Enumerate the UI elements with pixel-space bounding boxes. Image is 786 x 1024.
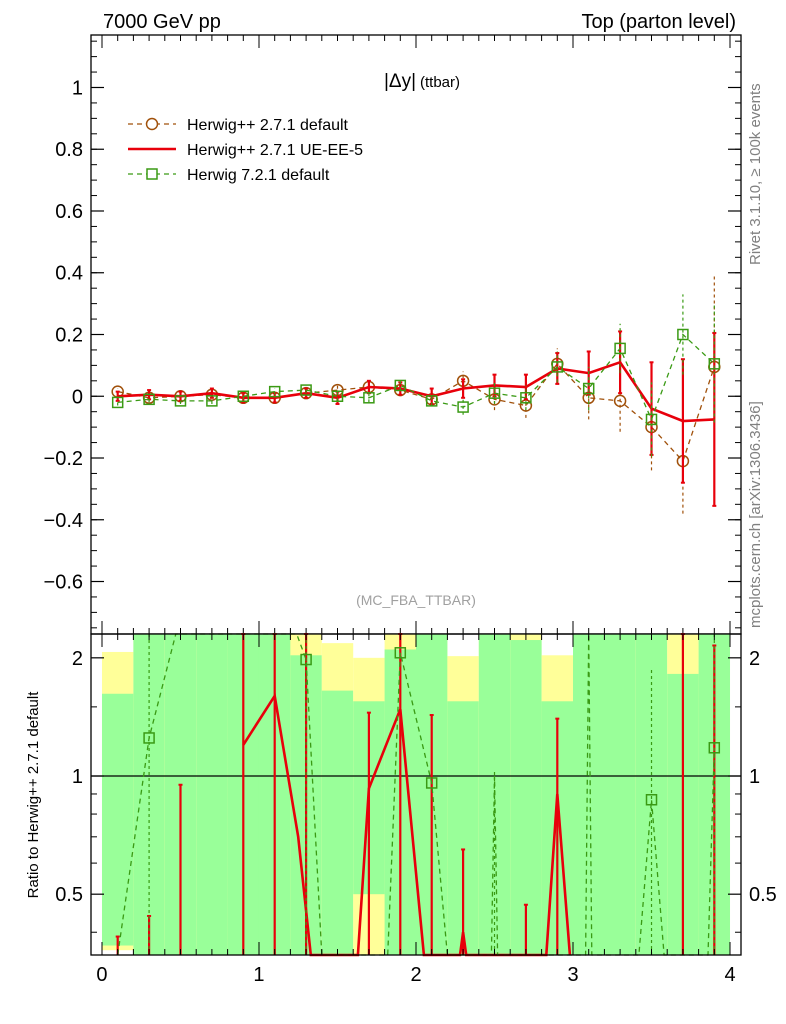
process-label: Top (parton level) [581, 11, 736, 33]
data-point [708, 358, 721, 370]
data-point [111, 396, 124, 409]
main-axis-ticks: −0.6 −0.4 −0.2 0 0.2 0.4 0.6 0.8 1 [44, 35, 741, 634]
data-point [613, 394, 627, 408]
data-point [488, 387, 501, 399]
mcplots-reference-label: mcplots.cern.ch [arXiv:1306.3436] [747, 401, 764, 628]
data-point [582, 382, 595, 395]
data-point [394, 379, 407, 392]
observable-title: |Δy| [384, 71, 416, 92]
data-point [520, 392, 532, 404]
y-tick-label: 0.2 [55, 325, 83, 347]
ratio-y-tick-label-right: 0.5 [749, 884, 777, 906]
legend-label: Herwig++ 2.7.1 default [187, 117, 349, 134]
main-series-group [111, 274, 721, 514]
analysis-label: (MC_FBA_TTBAR) [356, 592, 476, 608]
y-tick-label: 0.4 [55, 263, 83, 285]
ratio-y-tick-label: 1 [72, 766, 83, 788]
data-point [425, 395, 438, 407]
series-line [117, 360, 715, 423]
ratio-point [300, 653, 312, 666]
ratio-axis-ticks: 0.5 0.5 1 1 2 2 0 1 2 3 4 [55, 634, 777, 986]
x-tick-label: 0 [96, 964, 107, 986]
data-point [268, 385, 281, 398]
legend-marker [145, 117, 159, 131]
ratio-y-axis-label: Ratio to Herwig++ 2.7.1 default [25, 691, 42, 899]
legend-label: Herwig 7.2.1 default [187, 167, 330, 184]
data-point [300, 384, 312, 396]
rivet-version-label: Rivet 3.1.10, ≥ 100k events [747, 83, 764, 265]
one-sigma-band [510, 640, 542, 955]
legend: Herwig++ 2.7.1 default Herwig++ 2.7.1 UE-… [128, 117, 363, 184]
x-tick-label: 3 [567, 964, 578, 986]
energy-label: 7000 GeV pp [103, 11, 221, 33]
y-tick-label: −0.6 [44, 572, 83, 594]
data-point [143, 393, 155, 406]
ratio-point [645, 794, 658, 806]
x-tick-label: 4 [724, 964, 735, 986]
one-sigma-band [133, 634, 165, 955]
ratio-point [425, 777, 438, 789]
data-point [237, 390, 250, 403]
series-2 [111, 294, 721, 457]
ratio-point [394, 647, 407, 659]
ratio-uncertainty-bands [91, 634, 741, 955]
ratio-y-tick-label-right: 1 [749, 766, 760, 788]
legend-label: Herwig++ 2.7.1 UE-EE-5 [187, 142, 363, 159]
one-sigma-band [196, 634, 228, 955]
main-plot: −0.6−0.4−0.200.20.40.60.81 |Δy| (ttbar) … [44, 34, 742, 635]
data-point [174, 395, 187, 407]
data-point [614, 342, 626, 355]
x-tick-label: 1 [253, 964, 264, 986]
one-sigma-band [321, 690, 354, 955]
observable-subtitle: (ttbar) [420, 74, 460, 91]
data-point [677, 328, 689, 341]
y-tick-label: 1 [72, 77, 83, 99]
ratio-plot-frame [90, 633, 742, 956]
ratio-point [143, 732, 155, 744]
data-point [363, 392, 375, 404]
data-point [457, 401, 469, 413]
main-plot-area [91, 35, 741, 634]
y-tick-label: 0.6 [55, 201, 83, 223]
y-tick-label: −0.4 [44, 510, 83, 532]
y-tick-label: 0.8 [55, 139, 83, 161]
ratio-y-tick-label-right: 2 [749, 648, 760, 670]
x-tick-label: 2 [410, 964, 421, 986]
y-tick-label: −0.2 [44, 448, 83, 470]
y-tick-label: 0 [72, 386, 83, 408]
data-point [206, 395, 218, 407]
one-sigma-band [573, 634, 636, 955]
data-point [331, 390, 344, 403]
ratio-point [708, 742, 721, 754]
one-sigma-band [101, 693, 134, 946]
ratio-series-0 [115, 633, 717, 957]
ratio-plot: 0.5 0.5 1 1 2 2 0 1 2 3 4 Ratio to Herwig++ 2.7.1 … [25, 633, 777, 986]
ratio-y-tick-label: 0.5 [55, 884, 83, 906]
data-point [551, 361, 564, 373]
ratio-y-tick-label: 2 [72, 648, 83, 670]
legend-marker [146, 168, 158, 180]
data-point [645, 413, 658, 426]
